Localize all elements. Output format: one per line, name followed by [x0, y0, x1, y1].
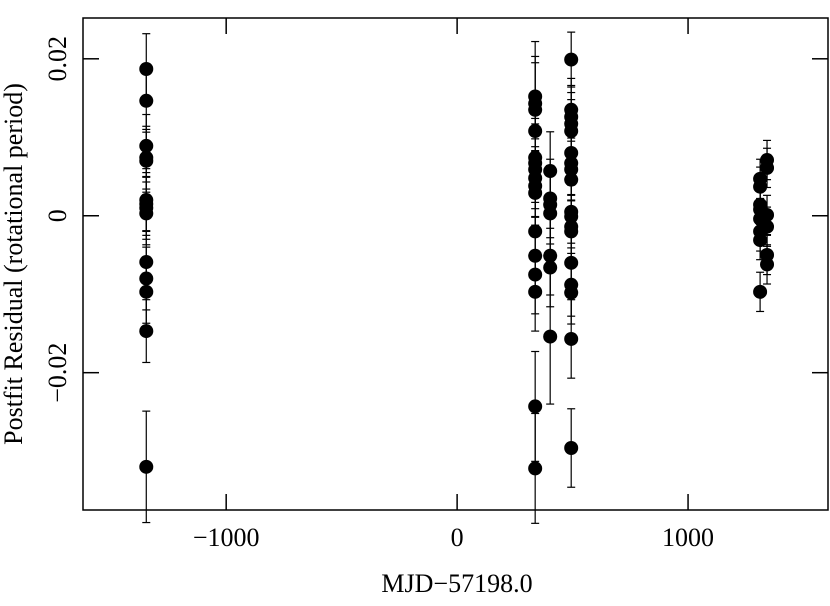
data-point — [139, 284, 154, 299]
x-tick-label: −1000 — [193, 523, 260, 552]
data-point — [528, 284, 543, 299]
data-point — [564, 285, 579, 300]
data-point — [528, 399, 543, 414]
data-point — [139, 324, 154, 339]
data-point — [760, 257, 775, 272]
y-axis-label: Postfit Residual (rotational period) — [0, 83, 28, 445]
data-point — [139, 459, 154, 474]
data-point — [564, 52, 579, 67]
data-point — [139, 93, 154, 108]
data-point — [139, 153, 154, 168]
data-point — [564, 441, 579, 456]
data-point — [528, 461, 543, 476]
y-tick-label: −0.02 — [43, 343, 72, 403]
data-point — [564, 172, 579, 187]
data-point — [564, 331, 579, 346]
y-tick-label: 0.02 — [43, 36, 72, 82]
data-point — [139, 206, 154, 221]
data-point — [543, 260, 558, 275]
data-point — [760, 219, 775, 234]
data-point — [753, 233, 768, 248]
plot-frame — [82, 17, 829, 511]
x-tick-label: 0 — [451, 523, 464, 552]
data-point — [760, 160, 775, 175]
y-tick-label: 0 — [43, 209, 72, 222]
data-point — [543, 329, 558, 344]
x-axis-label: MJD−57198.0 — [381, 569, 532, 598]
x-tick-label: 1000 — [662, 523, 714, 552]
data-point — [753, 284, 768, 299]
